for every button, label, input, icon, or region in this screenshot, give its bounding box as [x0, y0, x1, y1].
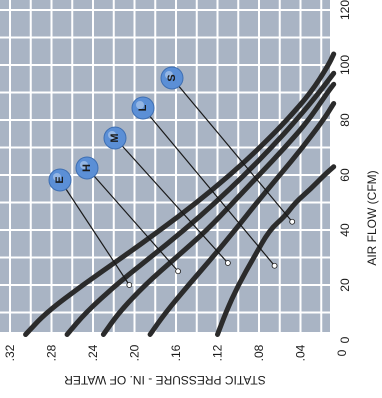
curve-markers: E H M L S	[48, 66, 184, 192]
plot-background	[0, 0, 330, 332]
marker-label-l: L	[137, 104, 149, 111]
leader-line-m	[114, 137, 229, 264]
marker-highlight	[53, 173, 61, 181]
marker-label-s: S	[166, 74, 178, 81]
airflow-tick-label: 60	[338, 168, 352, 182]
fan-curve-l	[147, 101, 337, 337]
marker-badge-m	[103, 126, 127, 150]
fan-curves	[23, 51, 337, 337]
leader-line-l	[142, 107, 276, 267]
marker-label-h: H	[81, 164, 93, 172]
leader-lines	[59, 77, 296, 288]
marker-label-e: E	[54, 176, 66, 183]
marker-badge-h	[75, 156, 99, 180]
marker-highlight	[165, 71, 173, 79]
marker-highlight	[108, 131, 116, 139]
pressure-tick-label: .28	[45, 344, 59, 361]
fan-curve-s	[215, 164, 337, 337]
operating-point-e	[126, 282, 133, 288]
leader-line-s	[171, 77, 293, 223]
marker-badge-s	[160, 66, 184, 90]
pressure-tick-label: .24	[86, 344, 100, 361]
airflow-tick-label: 100	[338, 55, 352, 75]
pressure-tick-label: .20	[128, 344, 142, 361]
pressure-tick-label: .04	[294, 344, 308, 361]
operating-point-m	[224, 260, 231, 266]
pressure-tick-label: .12	[211, 344, 225, 361]
fan-curve-h	[64, 70, 337, 337]
static-pressure-tick-labels: 0 .04 .08 .12 .16 .20 .24 .28 .32	[3, 344, 349, 361]
airflow-tick-label: 80	[338, 113, 352, 127]
leader-line-h	[86, 167, 179, 272]
airflow-tick-label: 120	[338, 0, 352, 20]
airflow-tick-label: 0	[338, 336, 352, 343]
gridlines	[0, 0, 330, 332]
marker-highlight	[136, 101, 144, 109]
leader-line-e	[59, 179, 130, 286]
fan-curve-e	[23, 51, 337, 337]
marker-highlight	[80, 161, 88, 169]
static-pressure-axis-label: STATIC PRESSURE - IN. OF WATER	[64, 373, 266, 387]
pressure-tick-label: 0	[335, 349, 349, 356]
pressure-tick-label: .08	[252, 344, 266, 361]
marker-badge-l	[131, 96, 155, 120]
operating-point-l	[271, 262, 278, 269]
airflow-tick-label: 20	[338, 278, 352, 292]
marker-badge-e	[48, 168, 72, 192]
airflow-axis-label: AIR FLOW (CFM)	[365, 170, 379, 265]
pressure-tick-label: .16	[169, 344, 183, 361]
marker-label-m: M	[109, 133, 121, 142]
fan-curve-m	[100, 81, 337, 337]
pressure-tick-label: .32	[3, 344, 17, 361]
airflow-tick-labels: 0 20 40 60 80 100 120	[338, 0, 352, 343]
operating-point-h	[175, 268, 181, 275]
airflow-tick-label: 40	[338, 223, 352, 237]
operating-point-s	[289, 218, 296, 225]
